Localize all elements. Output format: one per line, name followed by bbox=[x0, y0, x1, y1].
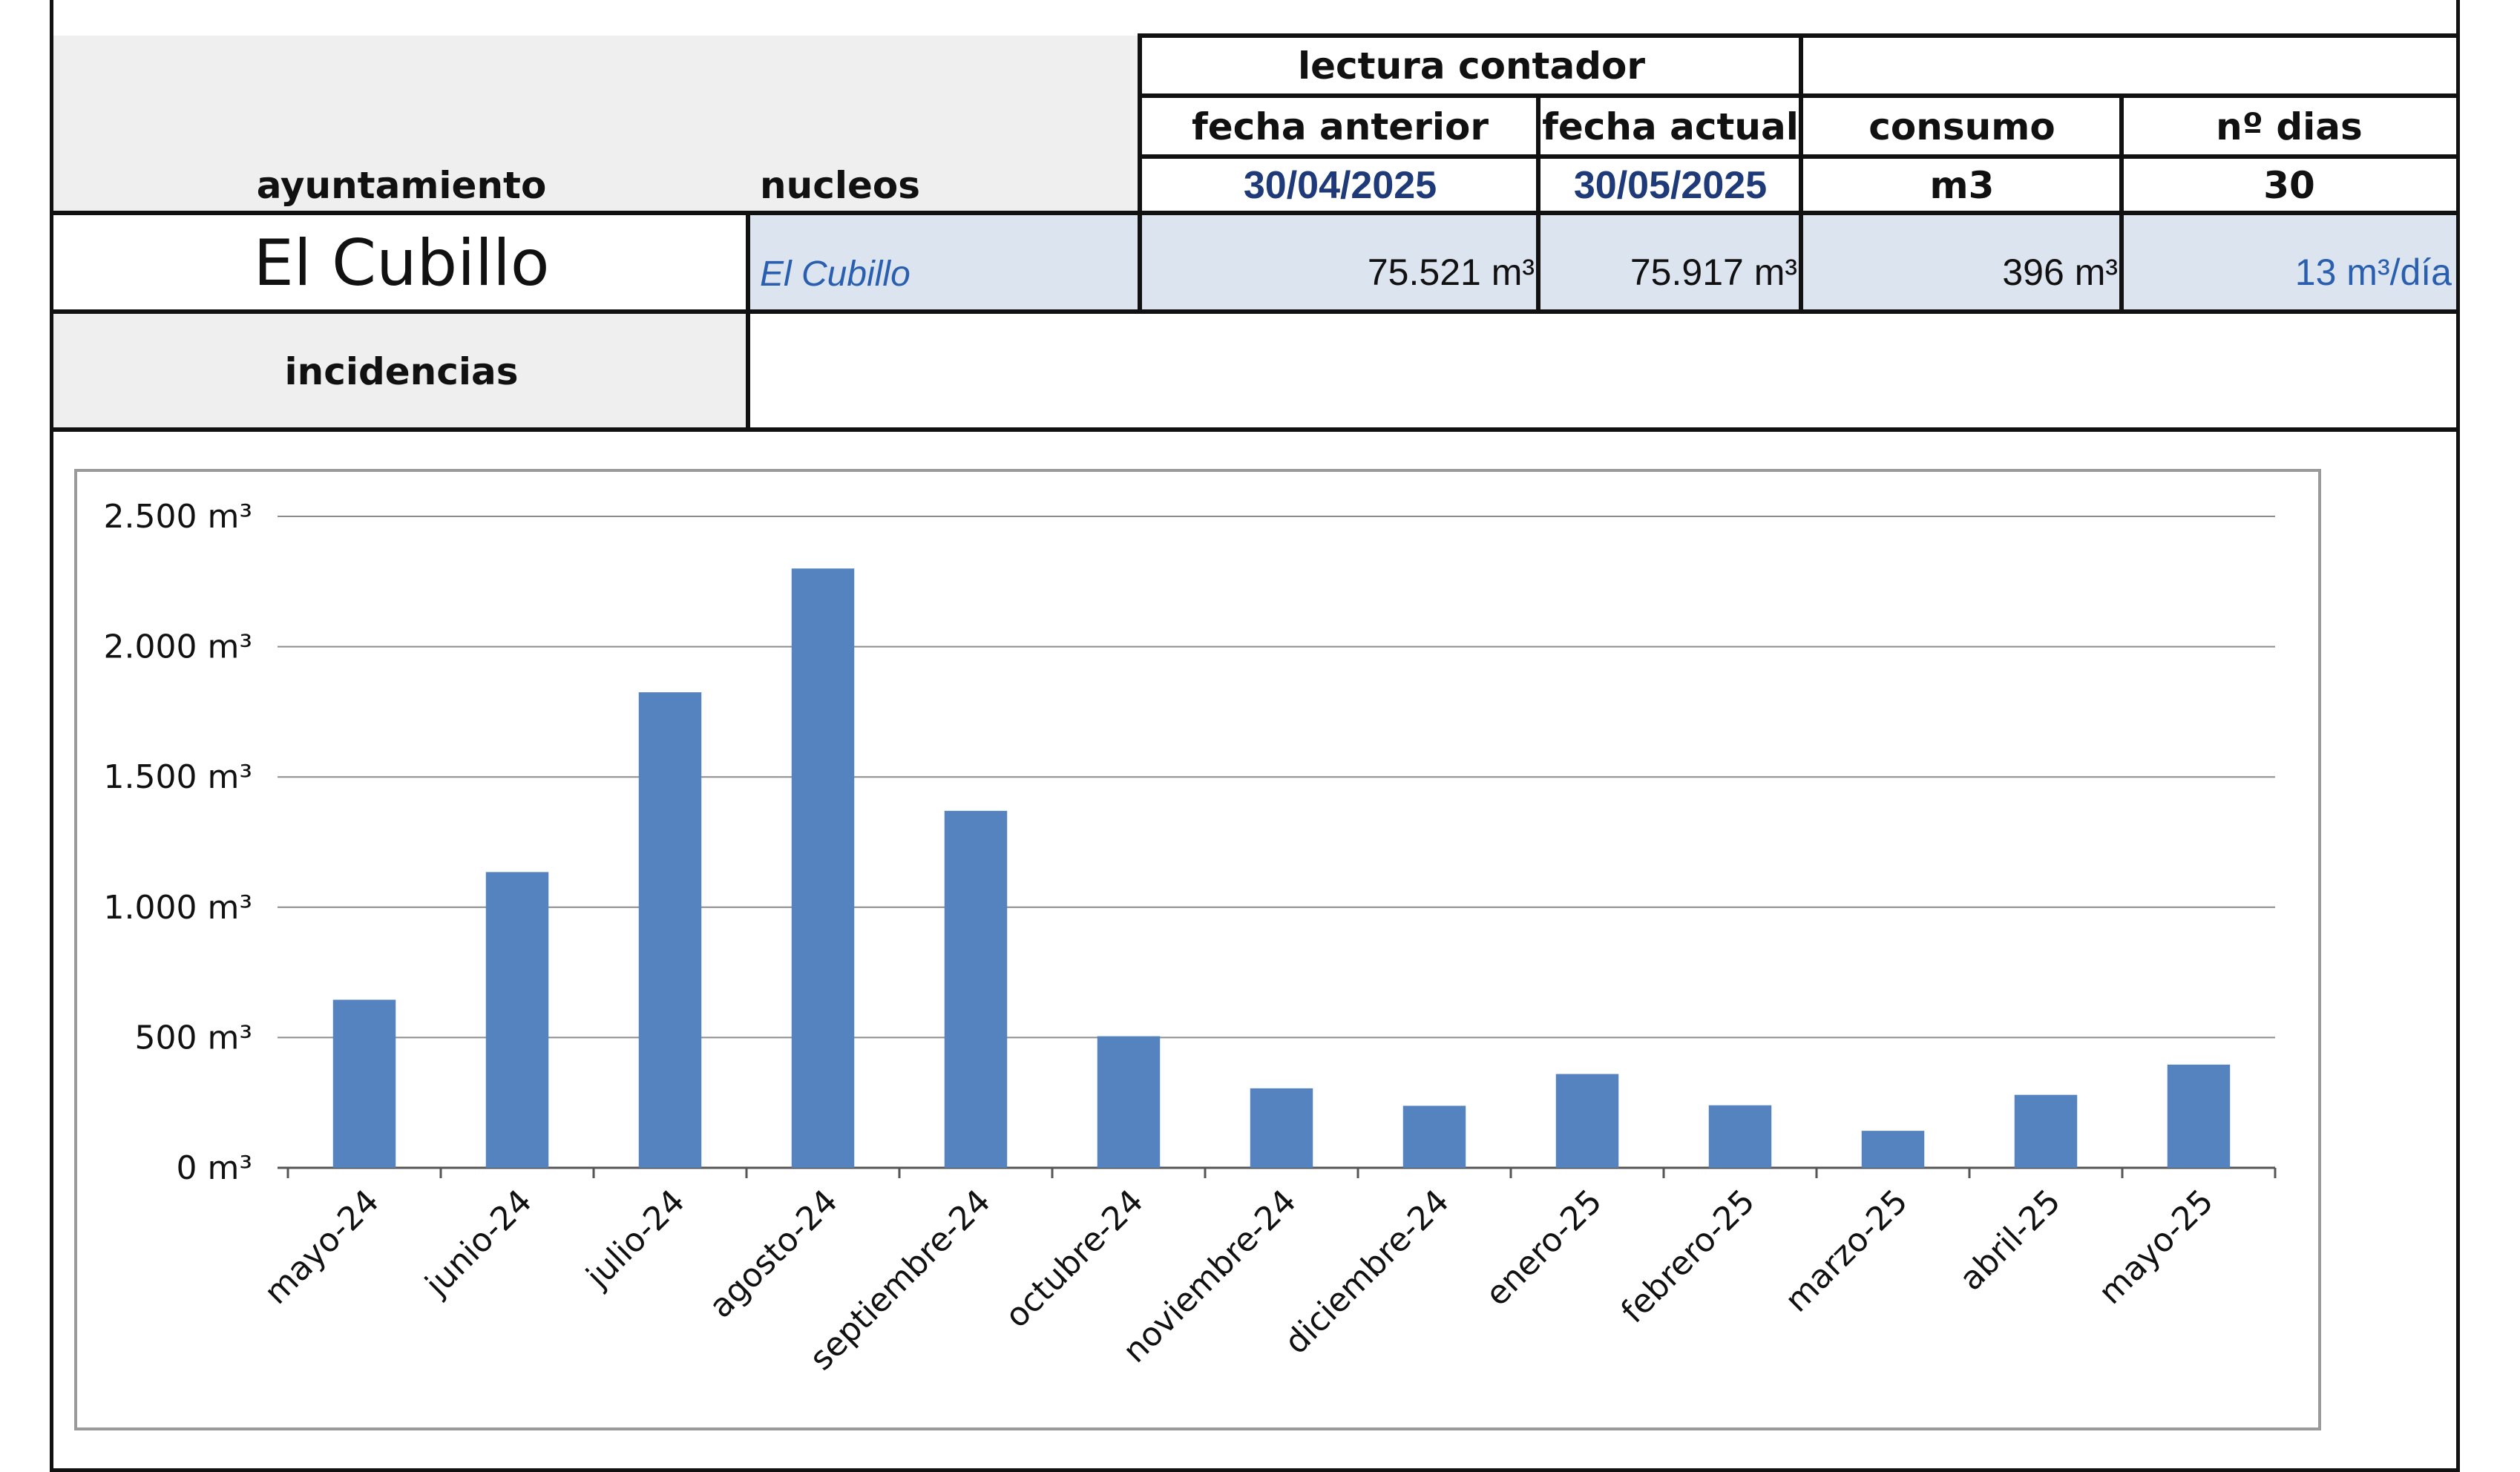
consumo-value: 396 m³ bbox=[1802, 214, 2122, 313]
n-dias-value: 30 bbox=[2263, 164, 2315, 207]
bar-julio-24 bbox=[638, 692, 702, 1168]
header-fecha-anterior: fecha anterior bbox=[1192, 105, 1489, 148]
table-line-v3 bbox=[1799, 33, 1803, 313]
bar-diciembre-24 bbox=[1402, 1105, 1466, 1168]
header-consumo: consumo bbox=[1868, 105, 2055, 148]
header-fecha-actual: fecha actual bbox=[1542, 105, 1799, 148]
header-nucleos: nucleos bbox=[760, 164, 920, 207]
header-left-background bbox=[53, 36, 1141, 214]
chart-area-border bbox=[74, 469, 2321, 1430]
table-line-v2 bbox=[1536, 93, 1540, 313]
chart-bars bbox=[332, 568, 2231, 1168]
bar-junio-24 bbox=[485, 872, 549, 1168]
fecha-actual-value: 30/05/2025 bbox=[1573, 164, 1768, 207]
report-frame bbox=[50, 0, 2460, 1472]
bar-marzo-25 bbox=[1861, 1131, 1925, 1168]
bar-abril-25 bbox=[2014, 1094, 2078, 1168]
y-tick-label: 1.500 m³ bbox=[104, 758, 252, 796]
y-tick-label: 2.000 m³ bbox=[104, 628, 252, 666]
table-line-v4 bbox=[2119, 93, 2124, 313]
y-tick-label: 2.500 m³ bbox=[104, 498, 252, 536]
header-n-dias: nº dias bbox=[2216, 105, 2363, 148]
fecha-anterior-value: 30/04/2025 bbox=[1243, 164, 1437, 207]
bar-enero-25 bbox=[1555, 1074, 1619, 1168]
incidencias-label: incidencias bbox=[53, 313, 749, 430]
bar-mayo-24 bbox=[332, 999, 396, 1168]
table-line-v1 bbox=[1138, 33, 1142, 313]
table-line-h4 bbox=[53, 211, 2460, 215]
x-axis bbox=[286, 1168, 2277, 1178]
table-line-h6 bbox=[53, 427, 2460, 432]
table-line-v-nucleos bbox=[746, 211, 750, 432]
y-tick-label: 0 m³ bbox=[177, 1149, 252, 1187]
bar-febrero-25 bbox=[1708, 1105, 1772, 1168]
header-ayuntamiento: ayuntamiento bbox=[256, 164, 547, 207]
bar-noviembre-24 bbox=[1250, 1088, 1313, 1168]
media-diaria: 13 m³/día bbox=[2122, 214, 2456, 313]
consumo-unit: m3 bbox=[1929, 164, 1995, 207]
bar-septiembre-24 bbox=[944, 810, 1008, 1168]
y-tick-label: 500 m³ bbox=[135, 1019, 252, 1057]
y-axis-labels: 0 m³ 500 m³ 1.000 m³ 1.500 m³ 2.000 m³ 2.500 … bbox=[104, 498, 252, 1187]
bar-octubre-24 bbox=[1097, 1036, 1161, 1168]
header-lectura-contador: lectura contador bbox=[1297, 45, 1646, 88]
bar-agosto-24 bbox=[791, 568, 855, 1168]
lectura-anterior: 75.521 m³ bbox=[1141, 214, 1539, 313]
ayuntamiento-name: El Cubillo bbox=[253, 226, 550, 300]
nucleo-name: El Cubillo bbox=[749, 214, 1141, 313]
table-line-h5 bbox=[53, 309, 2460, 314]
bar-mayo-25 bbox=[2167, 1064, 2231, 1168]
y-tick-label: 1.000 m³ bbox=[104, 889, 252, 927]
lectura-actual: 75.917 m³ bbox=[1539, 214, 1802, 313]
